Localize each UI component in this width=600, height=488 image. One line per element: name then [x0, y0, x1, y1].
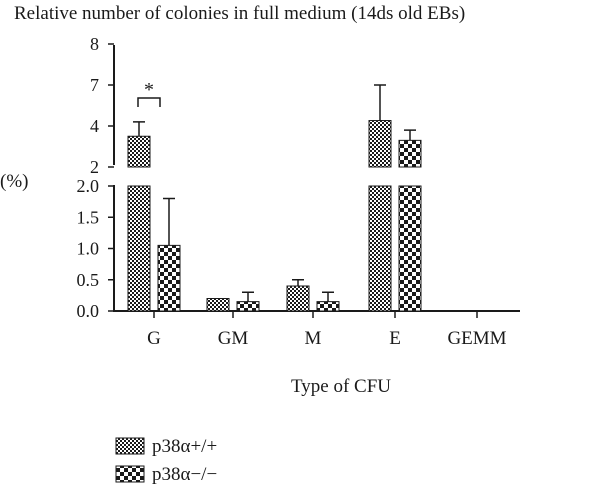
- error-bar-series-0-G: [133, 121, 145, 137]
- x-tick-label-GEMM: GEMM: [447, 328, 506, 349]
- bars: [127, 84, 422, 312]
- x-tick-label-M: M: [305, 328, 322, 349]
- legend-swatch-series-0: [115, 437, 145, 455]
- x-tick-label-G: G: [147, 328, 161, 349]
- y-tick-label-lower-0: 0.0: [77, 301, 100, 321]
- bar-series-0-G: [127, 185, 151, 312]
- bar-series-1-GM: [236, 301, 260, 312]
- legend: p38α+/+ p38α−/−: [115, 436, 217, 485]
- x-tick-label-GM: GM: [218, 328, 249, 349]
- category-labels: G GM M E GEMM: [147, 311, 507, 349]
- y-tick-label-upper-2: 7: [90, 75, 99, 95]
- bar-series-0-GM: [206, 298, 230, 312]
- y-tick-label-upper-3: 8: [90, 34, 99, 54]
- significance-star: *: [144, 79, 154, 101]
- upper-y-ticks: 2 4 7 8: [90, 34, 114, 177]
- y-axis-label: (%): [0, 171, 28, 192]
- bar-series-0-E: [368, 185, 392, 312]
- error-bar-series-1-E: [404, 129, 416, 141]
- legend-label-series-1: p38α−/−: [152, 464, 217, 485]
- significance-bracket: *: [137, 79, 161, 107]
- legend-item-series-1: p38α−/−: [115, 464, 217, 485]
- bar-series-1-E: [398, 185, 422, 312]
- bar-series-0-E-upper: [368, 120, 392, 168]
- legend-swatch-series-1: [115, 465, 145, 483]
- y-tick-label-lower-4: 2.0: [77, 176, 100, 196]
- y-tick-label-lower-2: 1.0: [77, 239, 100, 259]
- bar-series-0-M: [286, 285, 310, 312]
- error-bar-series-1-M: [322, 291, 334, 302]
- error-bar-series-1-GM: [242, 291, 254, 302]
- legend-item-series-0: p38α+/+: [115, 436, 217, 457]
- legend-label-series-0: p38α+/+: [152, 436, 217, 457]
- error-bar-series-0-M: [292, 279, 304, 286]
- bar-series-1-G: [157, 244, 181, 312]
- bar-series-0-G-upper: [127, 135, 151, 168]
- bar-series-1-E-upper: [398, 139, 422, 168]
- chart-title: Relative number of colonies in full medi…: [14, 3, 465, 24]
- x-tick-label-E: E: [389, 328, 401, 349]
- y-tick-label-lower-1: 0.5: [77, 270, 100, 290]
- error-bar-series-1-G: [163, 197, 175, 246]
- y-tick-label-upper-0: 2: [90, 157, 99, 177]
- x-axis-label: Type of CFU: [291, 376, 391, 397]
- y-tick-label-upper-1: 4: [90, 116, 99, 136]
- bar-series-1-M: [316, 301, 340, 312]
- error-bar-series-0-E: [374, 84, 386, 121]
- y-tick-label-lower-3: 1.5: [77, 207, 100, 227]
- lower-y-ticks: 0.0 0.5 1.0 1.5 2.0: [77, 176, 114, 321]
